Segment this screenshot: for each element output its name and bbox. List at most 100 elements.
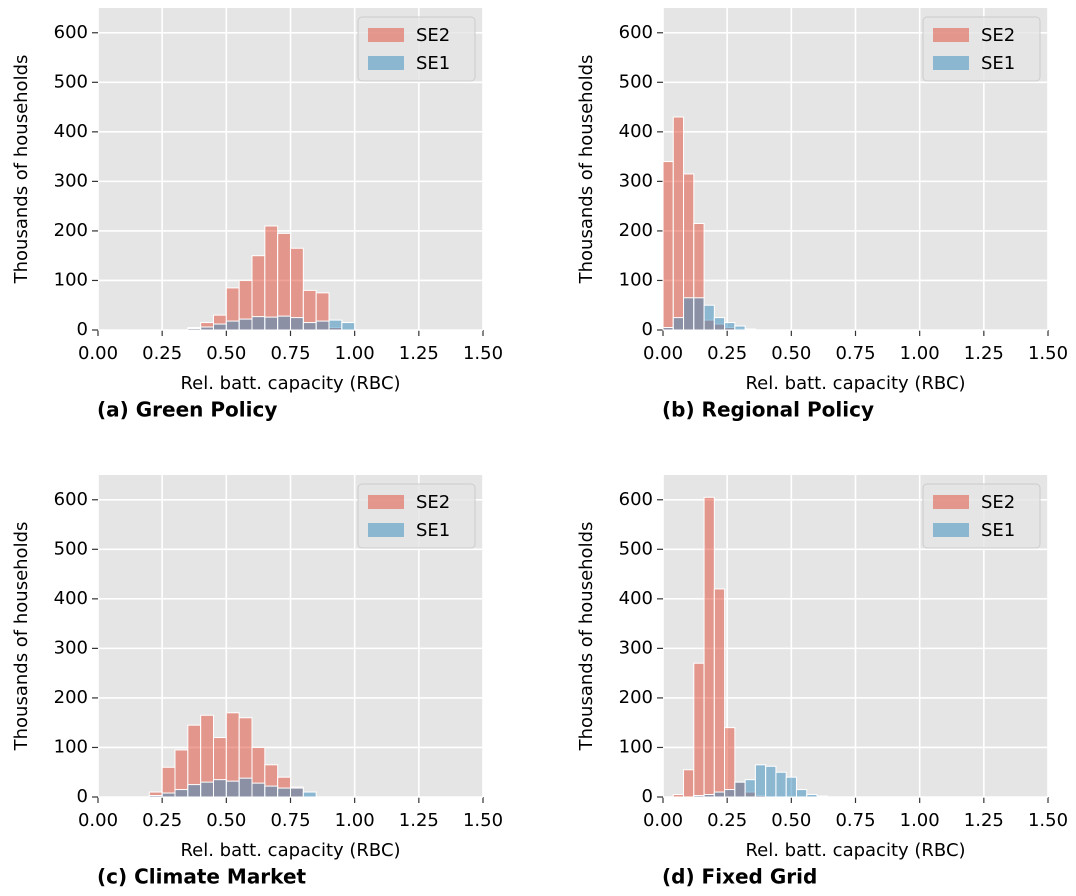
bar xyxy=(744,328,756,331)
bar xyxy=(238,777,253,798)
bar xyxy=(754,764,767,798)
bar xyxy=(174,789,189,798)
y-tick-label: 300 xyxy=(54,170,88,191)
legend-label: SE1 xyxy=(416,53,450,74)
bar xyxy=(744,779,756,798)
bar xyxy=(683,297,695,331)
x-axis-label: Rel. batt. capacity (RBC) xyxy=(180,373,400,394)
y-tick-label: 600 xyxy=(619,22,653,43)
bar xyxy=(795,789,808,798)
legend-label: SE1 xyxy=(416,520,450,541)
bar xyxy=(302,322,317,331)
legend-swatch xyxy=(933,523,969,537)
y-tick-label: 100 xyxy=(619,736,653,757)
legend-label: SE2 xyxy=(981,492,1015,513)
x-tick-label: 1.25 xyxy=(399,810,439,831)
bar xyxy=(785,776,797,798)
x-tick-label: 1.25 xyxy=(964,343,1004,364)
y-tick-label: 100 xyxy=(619,269,653,290)
y-tick-label: 400 xyxy=(619,588,653,609)
bar xyxy=(238,318,253,331)
y-axis-label: Thousands of households xyxy=(576,522,597,752)
y-tick-label: 0 xyxy=(642,786,653,807)
legend-label: SE1 xyxy=(981,53,1015,74)
bar xyxy=(703,794,715,798)
legend-label: SE2 xyxy=(416,492,450,513)
y-axis-label: Thousands of households xyxy=(11,522,32,752)
bar xyxy=(724,727,736,798)
legend-swatch xyxy=(368,28,404,42)
y-tick-label: 500 xyxy=(54,538,88,559)
y-tick-label: 500 xyxy=(619,71,653,92)
x-tick-label: 0.00 xyxy=(78,343,118,364)
x-tick-label: 1.25 xyxy=(964,810,1004,831)
bar xyxy=(315,320,330,331)
bar xyxy=(264,225,279,331)
x-tick-label: 1.00 xyxy=(335,810,375,831)
bar xyxy=(662,161,674,331)
x-tick-label: 0.00 xyxy=(643,343,683,364)
bar xyxy=(713,317,726,331)
bar xyxy=(806,794,818,798)
x-axis-label: Rel. batt. capacity (RBC) xyxy=(745,373,965,394)
bar xyxy=(225,320,240,331)
legend-swatch xyxy=(368,495,404,509)
bar xyxy=(225,780,240,798)
x-tick-label: 0.75 xyxy=(270,810,310,831)
bar xyxy=(341,322,356,331)
legend-label: SE2 xyxy=(416,25,450,46)
y-tick-label: 400 xyxy=(619,121,653,142)
x-tick-label: 1.50 xyxy=(463,343,503,364)
bar xyxy=(703,304,715,331)
bar xyxy=(683,769,695,798)
x-tick-label: 1.25 xyxy=(399,343,439,364)
x-axis-label: Rel. batt. capacity (RBC) xyxy=(745,840,965,861)
bar xyxy=(264,316,279,331)
y-axis-label: Thousands of households xyxy=(576,55,597,285)
legend-label: SE2 xyxy=(981,25,1015,46)
x-tick-label: 0.25 xyxy=(707,343,747,364)
legend-swatch xyxy=(368,56,404,70)
y-tick-label: 300 xyxy=(619,637,653,658)
y-tick-label: 300 xyxy=(54,637,88,658)
caption: (c) Climate Market xyxy=(97,865,307,889)
bar xyxy=(251,782,266,798)
bar xyxy=(734,325,746,331)
bar xyxy=(765,765,777,798)
bar xyxy=(713,791,726,798)
y-tick-label: 500 xyxy=(54,71,88,92)
bar xyxy=(724,322,736,331)
bar xyxy=(213,323,227,331)
x-tick-label: 0.25 xyxy=(142,810,182,831)
bar xyxy=(693,297,705,331)
y-tick-label: 200 xyxy=(619,687,653,708)
y-tick-label: 100 xyxy=(54,269,88,290)
x-tick-label: 0.50 xyxy=(206,810,246,831)
legend-swatch xyxy=(933,28,969,42)
y-tick-label: 0 xyxy=(642,319,653,340)
y-tick-label: 300 xyxy=(619,170,653,191)
y-tick-label: 100 xyxy=(54,736,88,757)
bar xyxy=(775,771,787,798)
y-axis-label: Thousands of households xyxy=(11,55,32,285)
x-tick-label: 1.00 xyxy=(900,810,940,831)
legend-label: SE1 xyxy=(981,520,1015,541)
legend-swatch xyxy=(933,495,969,509)
bar xyxy=(713,588,726,798)
x-tick-label: 0.50 xyxy=(771,343,811,364)
x-tick-label: 1.50 xyxy=(1028,810,1068,831)
bar xyxy=(213,779,227,798)
legend-swatch xyxy=(368,523,404,537)
bar xyxy=(200,781,215,798)
bar xyxy=(187,328,202,331)
bar xyxy=(672,317,685,331)
x-tick-label: 0.25 xyxy=(142,343,182,364)
bar xyxy=(734,781,746,798)
bar xyxy=(187,784,202,798)
bar xyxy=(148,795,163,798)
y-tick-label: 200 xyxy=(619,220,653,241)
y-tick-label: 0 xyxy=(77,319,88,340)
x-tick-label: 1.00 xyxy=(335,343,375,364)
bar xyxy=(290,317,304,331)
x-tick-label: 1.50 xyxy=(463,810,503,831)
